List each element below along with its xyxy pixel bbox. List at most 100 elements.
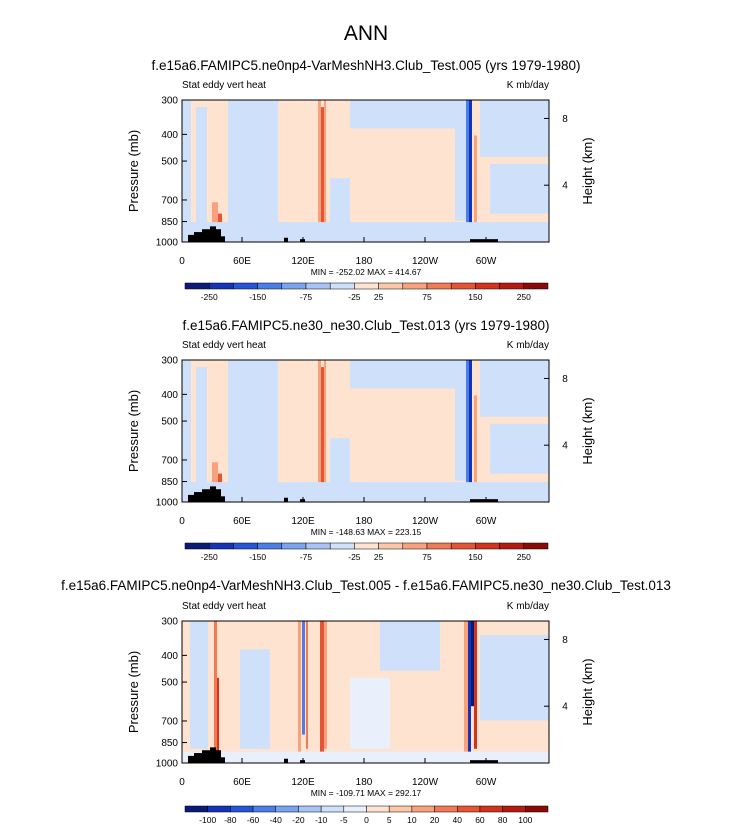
contour-band [474, 135, 477, 235]
topography-mask [216, 229, 221, 242]
colorbar-label: -100 [199, 815, 216, 825]
colorbar-swatch [320, 805, 345, 813]
contour-band [464, 621, 468, 763]
colorbar-swatch [233, 542, 258, 550]
colorbar-label: 20 [430, 815, 440, 825]
colorbar: -250 -150 -75 -25 25 75 150 250 [184, 282, 549, 302]
contour-band [469, 100, 472, 235]
x-tick-label: 0 [179, 777, 185, 788]
colorbar-swatch [366, 805, 390, 813]
topography-mask [216, 489, 221, 502]
colorbar-label: -25 [348, 552, 361, 562]
contour-band [480, 100, 549, 157]
colorbar-swatch [208, 542, 234, 550]
contour-band [469, 360, 472, 495]
right-tick-label: 4 [562, 181, 568, 192]
right-axis-title: Height (km) [580, 397, 595, 464]
min-max-label: MIN = -148.63 MAX = 223.15 [311, 527, 422, 537]
colorbar-swatch [523, 542, 549, 550]
units-label: K mb/day [507, 80, 549, 91]
colorbar-label: -250 [201, 292, 218, 302]
x-tick-label: 0 [179, 256, 185, 267]
colorbar-label: 25 [374, 552, 384, 562]
chart-panel-1: f.e15a6.FAMIPC5.ne0np4-VarMeshNH3.Club_T… [126, 58, 595, 302]
y-tick-label: 300 [161, 617, 178, 628]
colorbar-swatch [426, 542, 452, 550]
colorbar-swatch [402, 282, 428, 290]
colorbar-swatch [388, 805, 413, 813]
panel-title: f.e15a6.FAMIPC5.ne30_ne30.Club_Test.013 … [183, 318, 550, 333]
variable-label: Stat eddy vert heat [182, 80, 266, 91]
topography-mask [470, 760, 498, 763]
x-tick-label: 120E [291, 256, 315, 267]
colorbar-swatch [525, 805, 549, 813]
min-max-label: MIN = -109.71 MAX = 292.17 [311, 788, 422, 798]
plot-frame [181, 620, 550, 764]
x-tick-label: 60W [476, 256, 497, 267]
colorbar-swatch [305, 542, 331, 550]
contour-band [350, 677, 390, 749]
y-tick-label: 300 [161, 356, 178, 367]
topography-mask [188, 494, 194, 502]
contour-band [480, 360, 549, 417]
colorbar-swatch [475, 542, 500, 550]
contour-band [302, 621, 305, 735]
x-tick-label: 0 [179, 516, 185, 527]
contour-band [320, 621, 324, 756]
plot-frame [181, 99, 550, 243]
contour-band [228, 100, 278, 242]
y-tick-label: 700 [161, 716, 178, 727]
topography-mask [221, 757, 225, 763]
contour-band [214, 621, 217, 756]
contour-band [490, 423, 549, 474]
contour-band [480, 635, 549, 721]
contour-band [190, 621, 208, 749]
contour-band [330, 438, 350, 485]
x-tick-label: 60E [233, 777, 251, 788]
contour-band [490, 163, 549, 214]
topography-mask [284, 237, 288, 242]
colorbar-swatch [378, 282, 404, 290]
colorbar-swatch [434, 805, 458, 813]
right-axis-title: Height (km) [580, 137, 595, 204]
contour-band [466, 360, 469, 502]
right-tick-label: 8 [562, 114, 568, 125]
contour-band [306, 621, 308, 749]
contour-field [182, 360, 549, 502]
topography-mask [470, 499, 498, 502]
y-tick-label: 1000 [156, 238, 179, 249]
colorbar-swatch [230, 805, 254, 813]
topography-mask [210, 486, 216, 502]
topography-mask [202, 229, 210, 242]
colorbar-label: -75 [300, 552, 313, 562]
x-tick-label: 120W [412, 777, 439, 788]
x-tick-label: 180 [356, 516, 373, 527]
contour-band [474, 621, 477, 749]
y-axis-title: Pressure (mb) [126, 390, 141, 472]
colorbar-label: -80 [224, 815, 237, 825]
colorbar-swatch [354, 282, 379, 290]
colorbar-swatch [329, 542, 355, 550]
contour-band [324, 100, 326, 242]
panel-title: f.e15a6.FAMIPC5.ne0np4-VarMeshNH3.Club_T… [152, 58, 581, 73]
colorbar-label: -60 [247, 815, 260, 825]
colorbar-swatch [502, 805, 526, 813]
contour-band [324, 621, 327, 749]
right-tick-label: 8 [562, 635, 568, 646]
colorbar-label: 100 [518, 815, 532, 825]
colorbar-swatch [523, 282, 549, 290]
colorbar-label: 75 [422, 552, 432, 562]
contour-band [466, 100, 469, 242]
colorbar-swatch [450, 542, 476, 550]
colorbar-swatch [281, 542, 307, 550]
x-tick-label: 60E [233, 516, 251, 527]
y-tick-label: 500 [161, 678, 178, 689]
colorbar-label: -150 [249, 292, 266, 302]
right-tick-label: 4 [562, 441, 568, 452]
x-tick-label: 120W [412, 516, 439, 527]
colorbar-swatch [411, 805, 435, 813]
topography-mask [202, 750, 210, 763]
contour-band [455, 114, 467, 221]
contour-band [324, 360, 326, 502]
